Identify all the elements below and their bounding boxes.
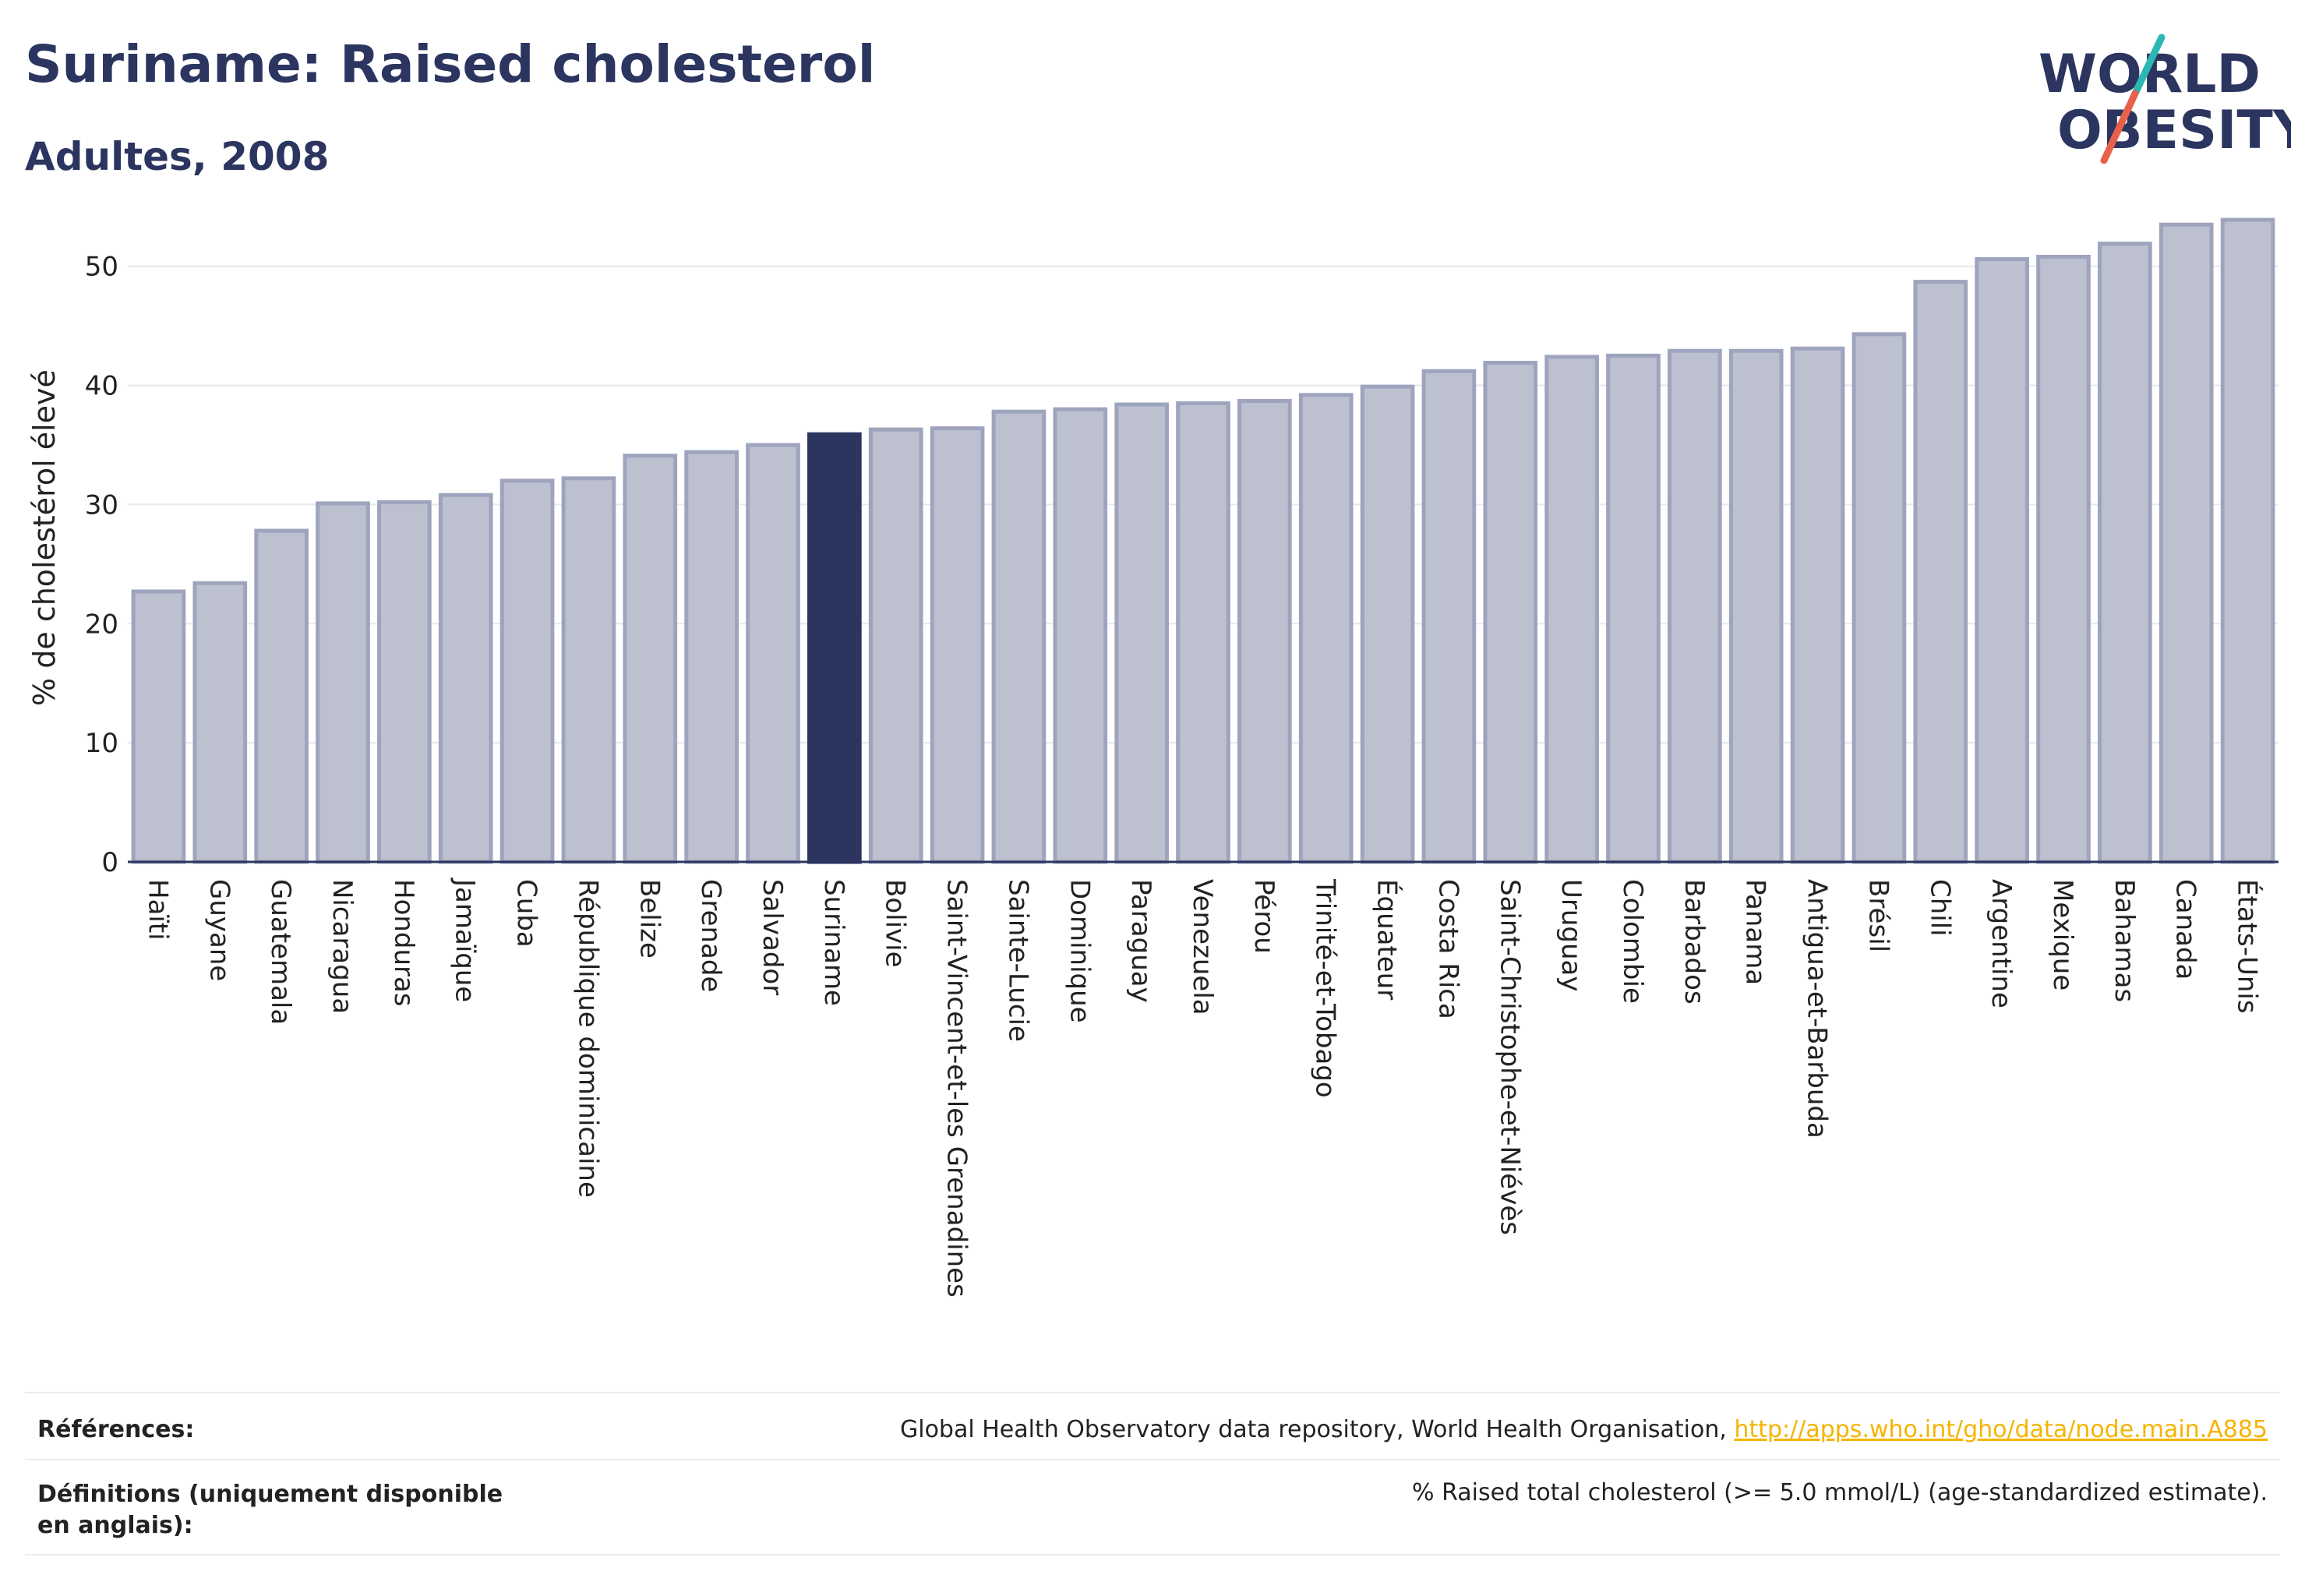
bar-barbados <box>1668 348 1722 864</box>
y-tick-label: 20 <box>85 609 118 640</box>
bar-chili <box>1913 280 1968 864</box>
bar-mexique <box>2036 254 2091 864</box>
bar-venezuela <box>1176 401 1230 864</box>
x-tick-label: Trinité-et-Tobago <box>1310 878 1341 1098</box>
bar-brésil <box>1851 332 1907 864</box>
bar-canada <box>2159 222 2214 864</box>
bar-saint-vincent-et-les-grenadines <box>930 426 985 864</box>
x-tick-label: Bolivie <box>880 879 911 968</box>
references-label: Références: <box>37 1416 195 1443</box>
bar-haïti <box>131 589 186 864</box>
logo-slash-teal <box>2131 34 2166 97</box>
bar-paraguay <box>1114 402 1169 864</box>
bar-nicaragua <box>316 501 370 864</box>
x-tick-label: Brésil <box>1862 879 1894 952</box>
y-tick-label: 30 <box>85 489 118 521</box>
x-tick-label: Canada <box>2170 879 2201 980</box>
x-tick-label: Paraguay <box>1125 879 1156 1003</box>
x-tick-label: Nicaragua <box>327 879 358 1014</box>
y-tick-label: 0 <box>101 847 118 878</box>
bar-belize <box>623 454 678 864</box>
y-tick-label: 10 <box>85 728 118 759</box>
bar-équateur <box>1360 384 1415 864</box>
bar-trinité-et-tobago <box>1298 393 1354 864</box>
bar-saint-christophe-et-niévès <box>1483 361 1538 864</box>
x-tick-label: Barbados <box>1678 879 1710 1005</box>
definitions-label: Définitions (uniquement disponible en an… <box>37 1481 503 1539</box>
footer-divider-bottom <box>25 1554 2280 1555</box>
y-axis-title: % de cholestérol élevé <box>27 369 62 706</box>
x-tick-label: Haïti <box>142 879 173 941</box>
bar-république-dominicaine <box>561 476 616 864</box>
x-tick-label: Salvador <box>757 879 788 995</box>
chart-title: Suriname: Raised cholesterol <box>25 34 876 94</box>
logo-line1: WORLD <box>2038 44 2261 105</box>
x-tick-label: Antigua-et-Barbuda <box>1802 879 1833 1139</box>
x-tick-label: Venezuela <box>1187 879 1218 1015</box>
bar-dominique <box>1053 407 1108 864</box>
bar-sainte-lucie <box>991 409 1047 864</box>
bar-grenade <box>684 450 739 864</box>
bar-salvador <box>746 443 800 864</box>
bar-pérou <box>1237 398 1292 864</box>
x-tick-label: Argentine <box>1986 879 2017 1008</box>
bar-jamaïque <box>438 493 493 864</box>
x-tick-label: Sainte-Lucie <box>1002 879 1033 1042</box>
world-obesity-logo: WORLD OBESITY <box>2038 34 2291 164</box>
references-link[interactable]: http://apps.who.int/gho/data/node.main.A… <box>1734 1416 2268 1443</box>
bars <box>131 217 2275 864</box>
y-tick-label: 40 <box>85 371 118 402</box>
bar-bahamas <box>2098 242 2152 864</box>
bar-costa-rica <box>1421 369 1477 864</box>
bar-panama <box>1728 348 1784 864</box>
x-tick-label: Colombie <box>1617 879 1648 1004</box>
x-tick-label: Chili <box>1924 879 1955 937</box>
x-tick-label: États-Unis <box>2232 879 2264 1014</box>
bar-uruguay <box>1544 355 1599 864</box>
x-tick-label: Cuba <box>511 879 542 948</box>
x-tick-label: Jamaïque <box>450 877 481 1002</box>
bar-bolivie <box>868 427 923 864</box>
category-labels: Haïti Guyane Guatemala Nicaragua Honduras Jam… <box>142 877 2263 1298</box>
x-tick-label: Saint-Vincent-et-les Grenadines <box>941 879 972 1298</box>
axes: 0 10 20 30 40 50 <box>85 252 2279 878</box>
definitions-text: % Raised total cholesterol (>= 5.0 mmol/… <box>1412 1479 2268 1506</box>
x-tick-label: Mexique <box>2047 879 2078 990</box>
x-tick-label: Suriname <box>818 879 849 1006</box>
logo-line2: OBESITY <box>2057 100 2291 161</box>
footer-divider-middle <box>25 1459 2280 1460</box>
bar-colombie <box>1606 353 1661 864</box>
bar-états-unis <box>2220 217 2275 864</box>
bar-cuba <box>499 478 555 864</box>
x-tick-label: Pérou <box>1248 879 1280 954</box>
bar-suriname <box>807 432 862 864</box>
x-tick-label: Guyane <box>203 879 235 981</box>
x-tick-label: République dominicaine <box>572 879 603 1198</box>
references-text: Global Health Observatory data repositor… <box>900 1416 2268 1443</box>
x-tick-label: Honduras <box>388 879 419 1007</box>
x-tick-label: Belize <box>634 879 665 959</box>
chart-subtitle: Adultes, 2008 <box>25 134 330 179</box>
x-tick-label: Guatemala <box>265 879 296 1025</box>
x-tick-label: Panama <box>1740 879 1771 985</box>
x-tick-label: Équateur <box>1371 879 1403 1000</box>
x-tick-label: Bahamas <box>2109 879 2140 1002</box>
logo-slash-red <box>2100 90 2139 164</box>
references-source: Global Health Observatory data repositor… <box>900 1416 1727 1443</box>
x-tick-label: Saint-Christophe-et-Niévès <box>1494 879 1525 1235</box>
bar-honduras <box>377 500 432 864</box>
x-tick-label: Dominique <box>1064 879 1095 1023</box>
x-tick-label: Uruguay <box>1555 879 1587 992</box>
bar-guatemala <box>254 528 309 864</box>
x-tick-label: Grenade <box>695 879 726 992</box>
bar-guyane <box>192 581 248 864</box>
y-tick-label: 50 <box>85 252 118 283</box>
bar-argentine <box>1975 257 2029 864</box>
bar-antigua-et-barbuda <box>1790 346 1845 864</box>
bar-chart: 0 10 20 30 40 50 Haïti Guyane Guatemala Nicaragu… <box>27 217 2279 1298</box>
footer-divider-top <box>25 1392 2280 1393</box>
x-tick-label: Costa Rica <box>1432 879 1463 1019</box>
